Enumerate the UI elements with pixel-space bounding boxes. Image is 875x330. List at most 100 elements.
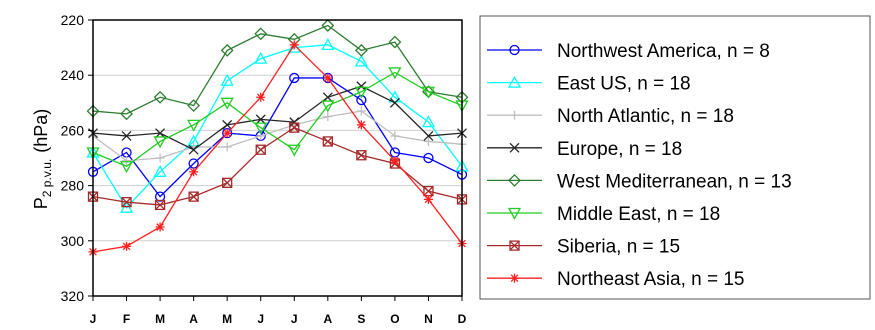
data-point xyxy=(423,194,433,204)
data-point xyxy=(256,92,266,102)
data-point xyxy=(389,97,400,108)
data-point xyxy=(255,114,266,125)
legend-label: Middle East, n = 18 xyxy=(557,204,720,225)
x-tick-label: M xyxy=(222,312,232,326)
x-tick-label: S xyxy=(357,312,365,326)
legend-entry-6: Middle East, n = 18 xyxy=(487,204,720,225)
series-line xyxy=(92,110,463,162)
data-point xyxy=(322,136,333,147)
series-7 xyxy=(87,122,468,211)
data-point xyxy=(188,191,199,202)
data-point xyxy=(356,120,366,130)
data-point xyxy=(154,191,166,202)
legend-label: West Mediterranean, n = 13 xyxy=(557,171,792,192)
x-tick-label: F xyxy=(123,312,130,326)
series-5 xyxy=(86,19,469,121)
data-point xyxy=(254,27,268,41)
data-point xyxy=(155,153,165,163)
data-point xyxy=(187,119,201,132)
data-point xyxy=(423,130,434,141)
data-point xyxy=(289,72,300,84)
data-point xyxy=(289,40,299,50)
data-point xyxy=(121,197,132,208)
legend-marker xyxy=(507,207,522,220)
legend-marker xyxy=(507,75,522,88)
data-point xyxy=(321,100,335,113)
data-point xyxy=(155,222,165,232)
legend-marker xyxy=(509,44,520,56)
data-point xyxy=(254,51,268,64)
data-point xyxy=(388,67,402,80)
data-point xyxy=(187,99,201,112)
data-point xyxy=(122,241,132,251)
y-tick-label: 320 xyxy=(61,288,85,304)
series-line xyxy=(92,77,463,198)
data-point xyxy=(122,156,132,166)
data-point xyxy=(421,86,436,99)
x-tick-label: D xyxy=(458,312,467,326)
data-point xyxy=(323,112,333,122)
data-point xyxy=(220,43,234,57)
data-point xyxy=(356,81,367,92)
x-tick-label: M xyxy=(155,312,165,326)
legend-entry-3: North Atlantic, n = 18 xyxy=(487,106,734,127)
data-point xyxy=(120,107,133,121)
x-tick-label: J xyxy=(257,312,264,326)
legend-entry-8: Northeast Asia, n = 15 xyxy=(487,269,744,290)
legend-label: Northeast Asia, n = 15 xyxy=(557,269,744,290)
series-1 xyxy=(87,72,468,202)
x-tick-label: A xyxy=(323,312,332,326)
legend-entry-2: East US, n = 18 xyxy=(487,74,691,95)
y-tick-label: 300 xyxy=(61,233,85,249)
legend-label: North Atlantic, n = 18 xyxy=(557,106,734,127)
series-line xyxy=(92,71,463,168)
y-axis-label-symbol: P xyxy=(31,197,51,209)
data-point xyxy=(390,156,400,166)
series-4 xyxy=(88,81,467,155)
data-point xyxy=(222,177,233,188)
legend-label: Siberia, n = 15 xyxy=(557,237,680,258)
legend-marker xyxy=(509,142,520,153)
data-point xyxy=(354,43,368,57)
y-tick-label: 280 xyxy=(61,178,85,194)
data-point xyxy=(289,122,300,133)
legend-label: East US, n = 18 xyxy=(557,74,691,95)
legend: Northwest America, n = 8 East US, n = 18 N… xyxy=(487,41,792,290)
data-point xyxy=(354,86,368,99)
data-point xyxy=(321,19,335,32)
y-axis-label: P2 p.v.u. (hPa) xyxy=(31,109,54,210)
data-point xyxy=(154,199,166,211)
x-tick-label: N xyxy=(424,312,433,326)
legend-label: Europe, n = 18 xyxy=(557,139,682,160)
grid xyxy=(93,74,462,242)
legend-marker xyxy=(510,110,519,120)
data-point xyxy=(153,90,167,104)
data-point xyxy=(220,73,234,86)
legend-marker xyxy=(508,173,521,187)
series-line xyxy=(92,85,463,151)
y-axis-label-subscript: 2 p.v.u. xyxy=(40,159,54,197)
data-point xyxy=(188,144,199,155)
data-point xyxy=(423,136,433,146)
y-tick-label: 240 xyxy=(61,67,85,83)
data-point xyxy=(287,144,301,157)
data-point xyxy=(153,136,167,149)
data-point xyxy=(155,128,166,139)
x-tick-label: A xyxy=(189,312,198,326)
plot-area-frame xyxy=(92,19,463,297)
series-line xyxy=(92,24,463,115)
data-point xyxy=(356,106,366,116)
data-point xyxy=(222,128,232,138)
data-point xyxy=(189,167,199,177)
data-point xyxy=(390,131,400,141)
series-line xyxy=(92,44,463,209)
series-8 xyxy=(88,40,467,257)
x-tick-label: O xyxy=(390,312,399,326)
data-point xyxy=(220,97,234,110)
y-tick-label: 260 xyxy=(61,122,85,138)
data-point xyxy=(323,73,333,83)
series-line xyxy=(92,126,463,206)
data-point xyxy=(255,144,266,155)
x-tick-label: J xyxy=(90,312,97,326)
